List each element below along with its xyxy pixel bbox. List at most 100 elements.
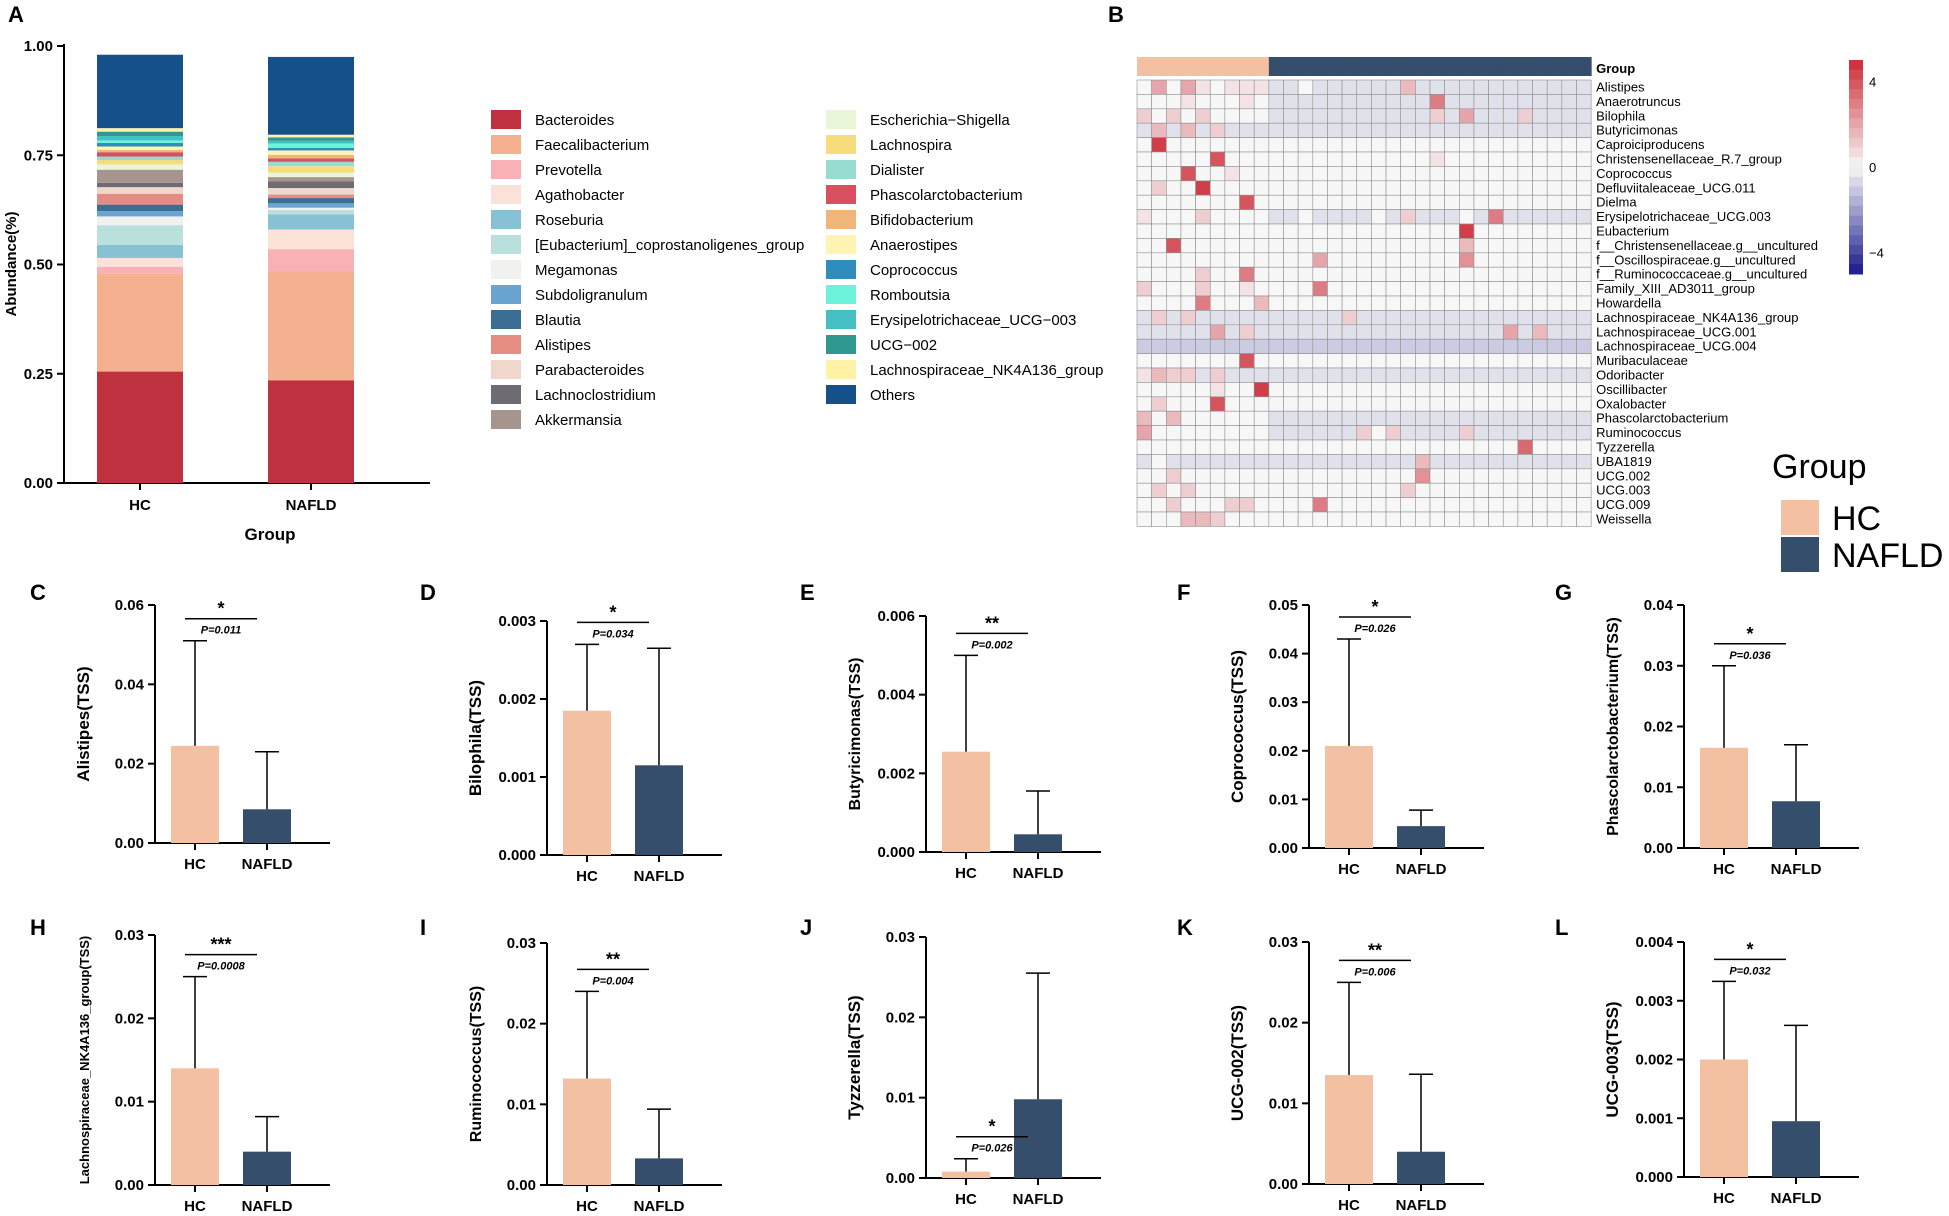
heatmap-cell (1400, 295, 1416, 311)
heatmap-cell (1166, 194, 1182, 210)
heatmap-cell (1444, 137, 1460, 153)
colorbar-step (1849, 89, 1863, 100)
y-tick-label: 0.01 (886, 1090, 915, 1107)
heatmap-cell (1136, 151, 1152, 167)
heatmap-cell (1400, 194, 1416, 210)
heatmap-cell (1502, 310, 1519, 326)
heatmap-cell (1473, 180, 1489, 196)
heatmap-cell (1166, 439, 1182, 455)
heatmap-cell (1532, 94, 1548, 110)
heatmap-cell (1268, 137, 1284, 153)
x-tick-label: HC (955, 1191, 977, 1208)
heatmap-cell (1415, 295, 1431, 311)
legend-label: Agathobacter (535, 187, 624, 204)
stack-segment-alistipes (268, 194, 354, 199)
heatmap-cell (1341, 94, 1358, 110)
heatmap-cell (1415, 482, 1431, 498)
heatmap-cell (1239, 353, 1255, 369)
heatmap-cell (1488, 180, 1504, 196)
heatmap-cell (1136, 439, 1152, 455)
heatmap-cell (1502, 425, 1519, 441)
heatmap-cell (1180, 94, 1196, 110)
heatmap-cell (1151, 439, 1167, 455)
bar-nafld (635, 765, 683, 855)
heatmap-cell (1151, 108, 1167, 124)
heatmap-cell (1166, 137, 1182, 153)
stack-segment-romboutsia (97, 140, 183, 144)
heatmap-cell (1209, 122, 1226, 138)
annotation-cell (1532, 57, 1548, 76)
heatmap-cell (1532, 511, 1548, 527)
legend-label: Dialister (870, 162, 924, 179)
heatmap-cell (1576, 194, 1592, 210)
heatmap-cell (1283, 310, 1299, 326)
heatmap-cell (1459, 151, 1475, 167)
heatmap-cell (1224, 511, 1240, 527)
annotation-cell (1444, 57, 1460, 76)
panel-l: L 0.000 0.001 0.002 0.003 0.004 HC NAFLD * P=0.03… (1555, 915, 1859, 1207)
heatmap-cell (1239, 482, 1255, 498)
heatmap-cell (1195, 367, 1211, 383)
heatmap-cell (1415, 108, 1431, 124)
heatmap-cell (1400, 324, 1416, 340)
heatmap-cell (1136, 194, 1152, 210)
heatmap-cell (1546, 310, 1563, 326)
heatmap-cell (1136, 108, 1152, 124)
y-tick-label: 0.00 (1269, 840, 1298, 857)
heatmap-cell (1400, 238, 1416, 254)
panel-letter-i: I (420, 915, 426, 940)
heatmap-cell (1341, 468, 1358, 484)
heatmap-cell (1415, 367, 1431, 383)
heatmap-cell (1341, 266, 1358, 282)
heatmap-cell (1253, 367, 1270, 383)
x-tick-label: HC (129, 497, 151, 514)
legend-swatch (826, 385, 856, 404)
heatmap-cell (1166, 353, 1182, 369)
heatmap-cell (1444, 108, 1460, 124)
heatmap-cell (1488, 425, 1504, 441)
heatmap-cell (1180, 281, 1196, 297)
heatmap-cell (1209, 194, 1226, 210)
heatmap-cell (1371, 324, 1387, 340)
heatmap-cell (1209, 166, 1226, 182)
heatmap-cell (1473, 108, 1489, 124)
heatmap-row-label: Lachnospiraceae_UCG.004 (1596, 339, 1756, 354)
heatmap-cell (1473, 266, 1489, 282)
heatmap-cell (1429, 79, 1445, 95)
heatmap-cell (1502, 180, 1519, 196)
heatmap-cell (1459, 454, 1475, 470)
heatmap-cell (1429, 180, 1445, 196)
heatmap-cell (1209, 151, 1226, 167)
heatmap-cell (1151, 497, 1167, 513)
y-tick-label: 0.02 (1644, 719, 1673, 736)
y-tick-label: 0.01 (1269, 1095, 1298, 1112)
legend-label: Lachnospiraceae_NK4A136_group (870, 362, 1104, 379)
heatmap-cell (1532, 338, 1548, 354)
heatmap-row-label: Lachnospiraceae_UCG.001 (1596, 324, 1756, 339)
heatmap-cell (1356, 94, 1372, 110)
x-tick-label: NAFLD (1013, 865, 1064, 882)
heatmap-cell (1561, 252, 1577, 268)
heatmap-cell (1473, 252, 1489, 268)
heatmap-cell (1136, 94, 1152, 110)
heatmap-cell (1327, 94, 1343, 110)
heatmap-cell (1517, 137, 1533, 153)
p-value-label: P=0.026 (1354, 623, 1396, 635)
heatmap-cell (1312, 209, 1328, 225)
x-tick-label: HC (184, 856, 206, 873)
heatmap-cell (1253, 425, 1270, 441)
heatmap-cell (1444, 180, 1460, 196)
y-tick-label: 0.00 (1269, 1176, 1298, 1193)
heatmap-cell (1239, 468, 1255, 484)
heatmap-cell (1459, 166, 1475, 182)
y-tick-label: 0.01 (1644, 779, 1673, 796)
heatmap-cell (1297, 482, 1314, 498)
heatmap-cell (1341, 238, 1358, 254)
legend-swatch (826, 260, 856, 279)
heatmap-cell (1180, 180, 1196, 196)
heatmap-cell (1444, 324, 1460, 340)
heatmap-cell (1297, 180, 1314, 196)
heatmap-cell (1385, 310, 1402, 326)
y-axis-title: Butyricimonas(TSS) (847, 658, 864, 811)
heatmap-cell (1502, 410, 1519, 426)
